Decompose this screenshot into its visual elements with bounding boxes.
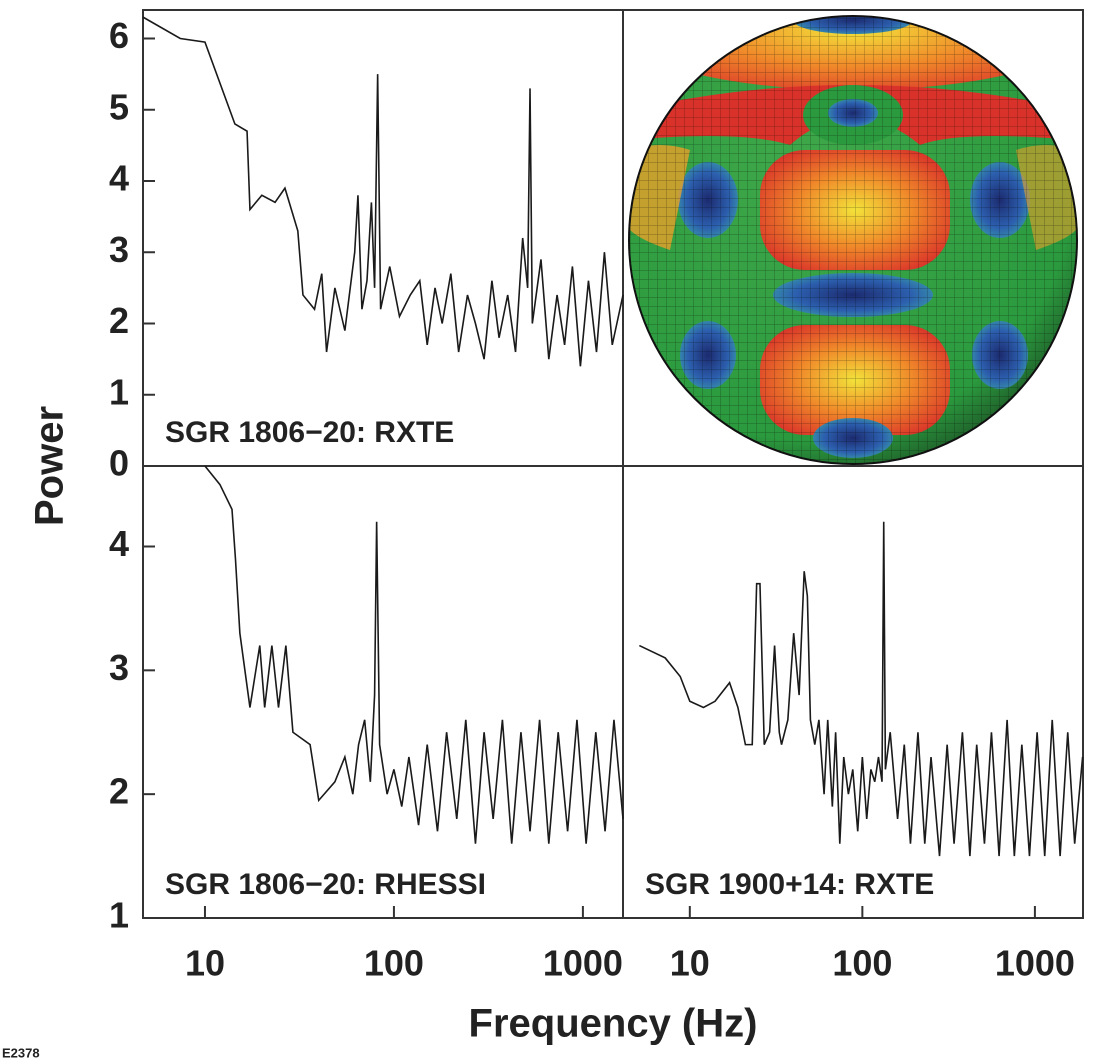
figure-id: E2378 <box>2 1045 40 1060</box>
y-tick-label: 6 <box>109 15 129 56</box>
y-tick-label: 3 <box>109 647 129 688</box>
y-tick-label: 4 <box>109 158 129 199</box>
panel-label: SGR 1806−20: RHESSI <box>165 868 486 901</box>
y-tick-label: 2 <box>109 771 129 812</box>
panel-label: SGR 1900+14: RXTE <box>645 868 934 901</box>
spectrum-line <box>639 521 1084 857</box>
y-axis-label: Power <box>28 406 72 526</box>
spectrum-line <box>204 465 624 844</box>
x-axis-label: Frequency (Hz) <box>469 1002 758 1046</box>
x-tick-label: 100 <box>364 943 424 984</box>
x-tick-label: 10 <box>670 943 710 984</box>
x-tick-label: 1000 <box>995 943 1075 984</box>
y-tick-label: 1 <box>109 895 129 936</box>
y-tick-label: 3 <box>109 229 129 270</box>
y-tick-label: 0 <box>109 443 129 484</box>
x-tick-label: 10 <box>185 943 225 984</box>
sphere-illustration <box>628 15 1078 465</box>
panel-label: SGR 1806−20: RXTE <box>165 416 454 449</box>
frame <box>142 9 1084 919</box>
y-tick-label: 4 <box>109 523 129 564</box>
y-tick-label: 5 <box>109 86 129 127</box>
y-tick-label: 1 <box>109 371 129 412</box>
x-tick-label: 1000 <box>543 943 623 984</box>
y-tick-label: 2 <box>109 300 129 341</box>
spectrum-line <box>142 16 624 367</box>
x-tick-label: 100 <box>832 943 892 984</box>
